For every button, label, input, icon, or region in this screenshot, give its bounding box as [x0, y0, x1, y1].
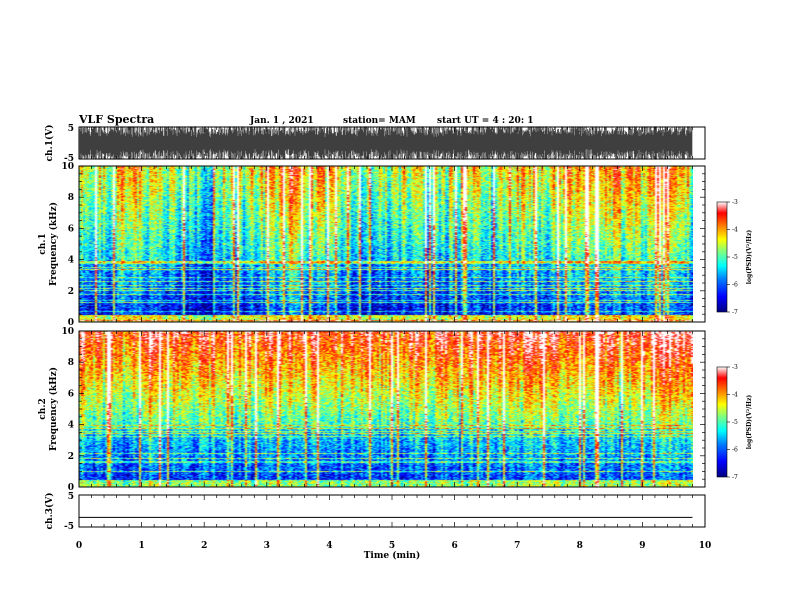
frequency-tick-label: 10: [61, 162, 74, 172]
ch3-ytick-5: 5: [68, 492, 74, 502]
colorbar-tick-label: -3: [732, 364, 738, 371]
time-tick-label: 9: [639, 541, 645, 551]
ch1-waveform-trace: [79, 126, 693, 160]
frequency-tick-label: 8: [68, 358, 74, 368]
ch2-spectrogram-image: [79, 331, 693, 487]
colorbar-tick-label: -4: [732, 392, 738, 399]
ch1-waveform-ticks: [78, 127, 706, 159]
time-tick-label: 4: [326, 541, 332, 551]
ch1-spectrogram-image: [79, 166, 693, 322]
ch2-spectrogram-ylabel: ch.2: [38, 398, 48, 419]
frequency-tick-label: 0: [68, 318, 74, 328]
time-tick-labels: 0 1 2 3 4 5 6 7 8 9 10: [76, 541, 711, 551]
time-tick-label: 8: [577, 541, 583, 551]
frequency-tick-label: 8: [68, 193, 74, 203]
ch2-colorbar-label: log(PSD)(V²/Hz): [746, 395, 753, 450]
frequency-tick-label: 6: [68, 224, 74, 234]
frequency-tick-label: 10: [61, 327, 74, 337]
ch2-colorbar-ticks: -3 -4 -5 -6 -7: [727, 364, 738, 481]
frequency-tick-label: 6: [68, 389, 74, 399]
chart-title: VLF Spectra: [78, 113, 154, 126]
colorbar-tick-label: -3: [732, 199, 738, 206]
colorbar-tick-label: -6: [732, 447, 738, 454]
time-tick-label: 0: [76, 541, 82, 551]
time-tick-label: 10: [699, 541, 712, 551]
ch3-waveform-panel: 5 -5 ch.3(V): [44, 492, 706, 532]
ch1-colorbar: [716, 201, 728, 313]
ch3-waveform-ticks: [78, 495, 706, 527]
header-start-time: start UT = 4 : 20: 1: [437, 116, 534, 126]
frequency-tick-label: 4: [68, 256, 74, 266]
colorbar-tick-label: -7: [732, 309, 738, 316]
colorbar-tick-label: -5: [732, 419, 738, 426]
ch2-frequency-ylabel: Frequency (kHz): [48, 367, 59, 451]
ch3-waveform-ylabel: ch.3(V): [44, 493, 55, 530]
ch3-ytick-neg5: -5: [64, 522, 74, 532]
ch1-ytick-neg5: -5: [64, 154, 74, 164]
ch1-waveform-ylabel: ch.1(V): [44, 125, 55, 162]
colorbar-tick-label: -5: [732, 254, 738, 261]
time-tick-label: 7: [514, 541, 520, 551]
ch1-frequency-tick-labels: 0 2 4 6 8 10: [61, 162, 74, 328]
time-tick-label: 5: [389, 541, 395, 551]
ch1-waveform-panel: 5 -5 ch.1(V): [44, 124, 706, 164]
ch2-frequency-tick-labels: 0 2 4 6 8 10: [61, 327, 74, 493]
ch1-waveform-signal: [79, 126, 693, 160]
colorbar-tick-label: -4: [732, 227, 738, 234]
frequency-tick-label: 0: [68, 483, 74, 493]
time-tick-label: 3: [264, 541, 270, 551]
time-axis-label: Time (min): [364, 550, 421, 561]
header-station: station= MAM: [343, 116, 416, 126]
ch2-colorbar: [716, 366, 728, 478]
frequency-tick-label: 2: [68, 287, 74, 297]
ch1-ytick-5: 5: [68, 124, 74, 134]
ch1-colorbar-label: log(PSD)(V²/Hz): [746, 230, 753, 285]
colorbar-tick-label: -7: [732, 474, 738, 481]
frequency-tick-label: 4: [68, 421, 74, 431]
ch1-spectrogram-ticks: [78, 165, 706, 323]
ch1-colorbar-ticks: -3 -4 -5 -6 -7: [727, 199, 738, 316]
colorbar-tick-label: -6: [732, 282, 738, 289]
ch1-frequency-ylabel: Frequency (kHz): [48, 202, 59, 286]
ch1-spectrogram-ylabel: ch.1: [38, 233, 48, 254]
time-tick-label: 2: [201, 541, 207, 551]
time-tick-label: 6: [451, 541, 457, 551]
frequency-tick-label: 2: [68, 452, 74, 462]
header-date: Jan. 1 , 2021: [249, 116, 314, 126]
time-tick-label: 1: [138, 541, 144, 551]
ch2-spectrogram-ticks: [78, 330, 706, 488]
